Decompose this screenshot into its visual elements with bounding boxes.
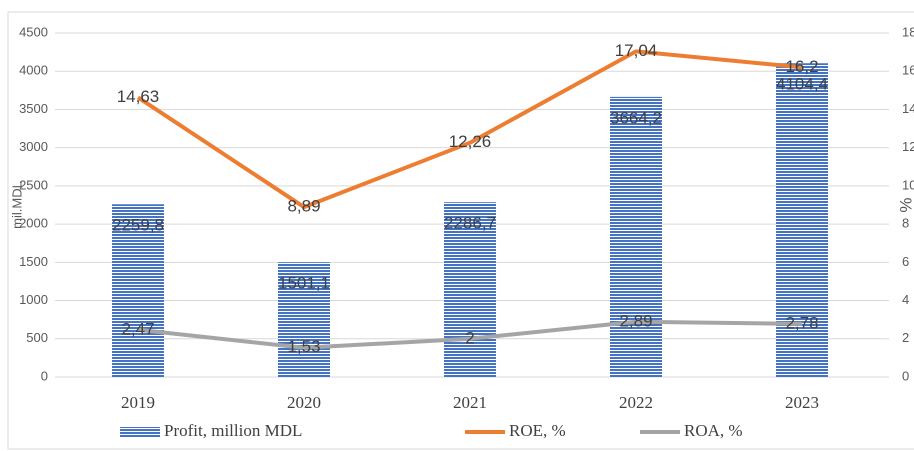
data-label: 12,26: [449, 132, 492, 151]
data-label: 8,89: [287, 197, 320, 216]
legend-label: ROE, %: [509, 421, 566, 440]
data-label: 2,78: [785, 313, 818, 332]
data-label: 1,53: [287, 337, 320, 356]
x-tick-label: 2021: [453, 393, 487, 412]
x-tick-label: 2019: [121, 393, 155, 412]
x-tick-label: 2022: [619, 393, 653, 412]
y-tick-label: 3000: [19, 139, 48, 154]
x-tick-label: 2023: [785, 393, 819, 412]
data-label: 16,2: [785, 57, 818, 76]
legend-swatch: [120, 427, 160, 437]
bar: [444, 202, 496, 377]
data-label: 2,47: [121, 319, 154, 338]
y2-tick-label: 16: [902, 63, 914, 78]
y-tick-label: 1500: [19, 254, 48, 269]
y2-tick-label: 8: [902, 216, 909, 231]
data-label: 2,89: [619, 311, 652, 330]
y2-tick-label: 6: [902, 254, 909, 269]
y-axis-label: mil.MDL: [9, 181, 24, 229]
y2-tick-label: 18: [902, 24, 914, 39]
data-label: 2: [465, 328, 474, 347]
x-tick-label: 2020: [287, 393, 321, 412]
data-label: 17,04: [615, 41, 658, 60]
data-label: 4104,4: [776, 75, 828, 94]
chart-border: [7, 11, 914, 450]
y2-tick-label: 2: [902, 330, 909, 345]
y-tick-label: 4500: [19, 24, 48, 39]
y-tick-label: 0: [41, 368, 48, 383]
y2-tick-label: 0: [902, 368, 909, 383]
y-tick-label: 500: [26, 330, 48, 345]
data-label: 2286,7: [444, 214, 496, 233]
data-label: 14,63: [117, 87, 160, 106]
data-label: 3664,2: [610, 108, 662, 127]
data-label: 2259,8: [112, 216, 164, 235]
bar: [112, 204, 164, 377]
legend-label: ROA, %: [684, 421, 743, 440]
y-tick-label: 2500: [19, 177, 48, 192]
line: [137, 319, 803, 350]
y2-tick-label: 10: [902, 177, 914, 192]
legend-label: Profit, million MDL: [164, 421, 302, 440]
y2-tick-label: 12: [902, 139, 914, 154]
bar: [278, 262, 330, 377]
data-label: 1501,1: [278, 274, 330, 293]
y2-tick-label: 14: [902, 101, 914, 116]
y-tick-label: 1000: [19, 292, 48, 307]
y-tick-label: 2000: [19, 216, 48, 231]
y2-axis-label: %: [896, 197, 914, 212]
line: [136, 49, 803, 210]
y-tick-label: 3500: [19, 101, 48, 116]
y-tick-label: 4000: [19, 63, 48, 78]
y2-tick-label: 4: [902, 292, 909, 307]
bar: [610, 96, 662, 377]
